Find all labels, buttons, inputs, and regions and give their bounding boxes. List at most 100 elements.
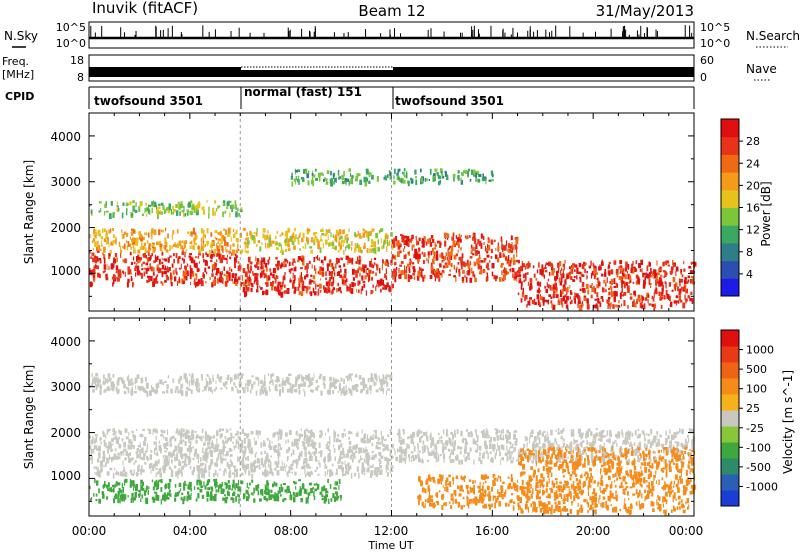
scatter-cell bbox=[692, 277, 694, 283]
scatter-cell bbox=[468, 452, 470, 457]
scatter-cell bbox=[189, 447, 192, 453]
scatter-cell bbox=[238, 437, 241, 441]
scatter-cell bbox=[608, 288, 610, 291]
scatter-cell bbox=[502, 434, 504, 441]
scatter-cell bbox=[331, 289, 334, 295]
scatter-cell bbox=[507, 476, 510, 479]
scatter-cell bbox=[445, 502, 447, 507]
scatter-cell bbox=[183, 432, 186, 436]
scatter-cell bbox=[305, 438, 308, 444]
scatter-cell bbox=[176, 229, 179, 234]
scatter-cell bbox=[167, 451, 171, 457]
scatter-cell bbox=[151, 207, 153, 214]
scatter-cell bbox=[116, 439, 120, 445]
scatter-cell bbox=[327, 428, 329, 433]
scatter-cell bbox=[133, 462, 136, 465]
scatter-cell bbox=[164, 445, 166, 449]
scatter-cell bbox=[683, 260, 685, 265]
scatter-cell bbox=[551, 303, 553, 309]
scatter-cell bbox=[161, 251, 164, 256]
scatter-cell bbox=[276, 470, 280, 476]
scatter-cell bbox=[166, 270, 170, 273]
scatter-cell bbox=[147, 208, 150, 214]
scatter-cell bbox=[135, 272, 137, 277]
scatter-cell bbox=[361, 463, 363, 467]
scatter-cell bbox=[91, 240, 94, 244]
scatter-cell bbox=[241, 275, 244, 281]
scatter-cell bbox=[410, 264, 412, 268]
scatter-cell bbox=[237, 479, 239, 486]
scatter-cell bbox=[459, 451, 462, 454]
scatter-cell bbox=[330, 170, 332, 176]
scatter-cell bbox=[229, 250, 231, 255]
scatter-cell bbox=[571, 299, 573, 304]
scatter-cell bbox=[211, 440, 214, 445]
scatter-cell bbox=[197, 459, 200, 464]
scatter-cell bbox=[312, 452, 315, 455]
scatter-cell bbox=[257, 483, 260, 489]
scatter-cell bbox=[247, 237, 250, 241]
scatter-cell bbox=[684, 445, 687, 448]
scatter-cell bbox=[277, 262, 281, 266]
scatter-cell bbox=[574, 269, 576, 272]
scatter-cell bbox=[180, 488, 182, 492]
scatter-cell bbox=[119, 245, 122, 251]
scatter-cell bbox=[404, 458, 407, 465]
scatter-cell bbox=[335, 472, 338, 476]
scatter-cell bbox=[447, 251, 451, 257]
scatter-cell bbox=[595, 458, 599, 461]
scatter-cell bbox=[297, 438, 300, 442]
scatter-cell bbox=[441, 175, 445, 179]
scatter-cell bbox=[494, 239, 496, 243]
scatter-cell bbox=[327, 242, 330, 247]
scatter-cell bbox=[466, 501, 469, 507]
scatter-cell bbox=[327, 458, 330, 463]
scatter-cell bbox=[301, 454, 303, 458]
scatter-cell bbox=[256, 289, 259, 293]
scatter-cell bbox=[226, 490, 229, 496]
scatter-cell bbox=[278, 281, 281, 286]
scatter-cell bbox=[293, 481, 295, 484]
scatter-cell bbox=[509, 268, 512, 272]
scatter-cell bbox=[141, 494, 143, 499]
scatter-cell bbox=[441, 260, 444, 263]
scatter-cell bbox=[418, 247, 421, 251]
scatter-cell bbox=[222, 458, 225, 461]
scatter-cell bbox=[627, 434, 630, 439]
scatter-cell bbox=[558, 277, 561, 283]
scatter-cell bbox=[456, 454, 459, 460]
scatter-cell bbox=[142, 254, 144, 257]
scatter-cell bbox=[370, 248, 373, 252]
scatter-cell bbox=[365, 446, 367, 452]
scatter-cell bbox=[595, 428, 598, 431]
scatter-cell bbox=[393, 263, 395, 266]
scatter-cell bbox=[605, 282, 607, 287]
scatter-cell bbox=[574, 292, 576, 297]
scatter-cell bbox=[488, 440, 492, 443]
scatter-cell bbox=[105, 273, 108, 278]
scatter-cell bbox=[121, 233, 124, 240]
scatter-cell bbox=[156, 451, 158, 457]
scatter-cell bbox=[590, 294, 593, 299]
freq-right-tick-high: 60 bbox=[700, 54, 714, 67]
scatter-cell bbox=[130, 272, 132, 275]
scatter-cell bbox=[445, 171, 447, 175]
scatter-cell bbox=[208, 206, 210, 213]
scatter-cell bbox=[231, 204, 235, 208]
scatter-cell bbox=[132, 480, 135, 487]
scatter-cell bbox=[546, 262, 550, 266]
scatter-cell bbox=[253, 232, 256, 234]
scatter-cell bbox=[591, 283, 593, 286]
scatter-cell bbox=[509, 500, 511, 504]
scatter-cell bbox=[370, 472, 372, 479]
scatter-cell bbox=[184, 495, 186, 501]
scatter-cell bbox=[407, 436, 410, 440]
scatter-cell bbox=[512, 456, 514, 460]
scatter-cell bbox=[184, 441, 187, 446]
scatter-cell bbox=[139, 468, 142, 472]
scatter-cell bbox=[435, 272, 439, 278]
scatter-cell bbox=[186, 271, 189, 276]
scatter-cell bbox=[306, 466, 308, 469]
scatter-cell bbox=[412, 431, 416, 437]
scatter-cell bbox=[181, 201, 183, 204]
